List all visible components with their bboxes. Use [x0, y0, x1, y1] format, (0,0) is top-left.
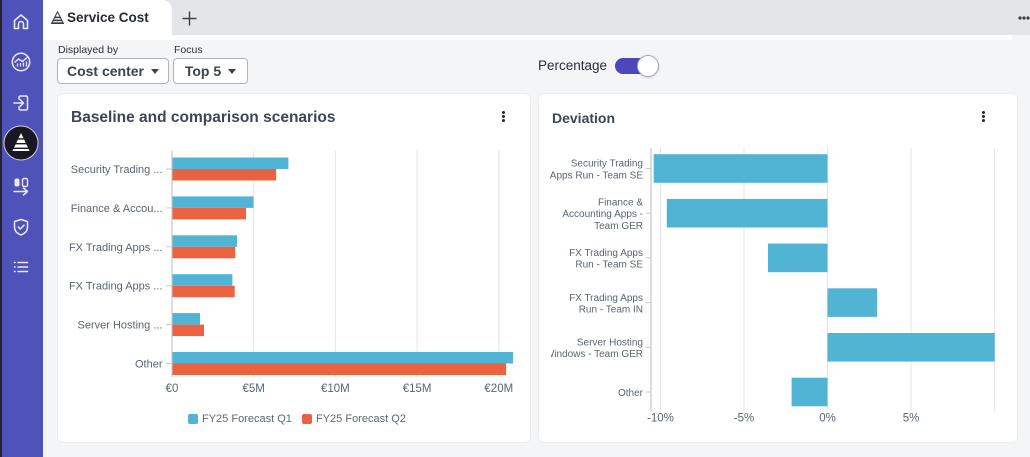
- svg-text:-10%: -10%: [647, 413, 674, 425]
- svg-text:€10M: €10M: [321, 383, 350, 395]
- svg-text:0%: 0%: [819, 413, 836, 425]
- svg-text:€15M: €15M: [403, 383, 432, 395]
- svg-text:-5%: -5%: [734, 413, 754, 425]
- svg-text:FX Trading Apps ...: FX Trading Apps ...: [69, 281, 163, 293]
- svg-text:Run - Team IN: Run - Team IN: [579, 304, 643, 315]
- svg-text:Finance & Accou...: Finance & Accou...: [71, 203, 163, 215]
- svg-text:FX Trading Apps ...: FX Trading Apps ...: [69, 242, 163, 254]
- svg-text:Finance &: Finance &: [598, 198, 643, 209]
- svg-text:Security Trading ...: Security Trading ...: [71, 164, 163, 176]
- svg-text:€5M: €5M: [243, 383, 265, 395]
- svg-text:€20M: €20M: [484, 383, 513, 395]
- svg-text:5%: 5%: [903, 413, 920, 425]
- svg-text:Team GER: Team GER: [594, 221, 643, 232]
- svg-text:Run - Team SE: Run - Team SE: [575, 260, 643, 271]
- svg-text:Other: Other: [618, 388, 644, 399]
- svg-text:Security Trading: Security Trading: [571, 159, 643, 170]
- svg-text:Other: Other: [135, 359, 163, 371]
- svg-text:Server Hosting ...: Server Hosting ...: [78, 320, 163, 332]
- svg-text:Apps Run - Team SE: Apps Run - Team SE: [550, 170, 644, 181]
- svg-text:Accounting Apps -: Accounting Apps -: [562, 209, 643, 220]
- svg-text:€0: €0: [166, 383, 179, 395]
- svg-text:FX Trading Apps: FX Trading Apps: [569, 293, 643, 304]
- svg-text:FX Trading Apps: FX Trading Apps: [569, 248, 643, 259]
- svg-text:Server Hosting: Server Hosting: [577, 338, 643, 349]
- svg-text:Windows - Team GER: Windows - Team GER: [548, 349, 643, 360]
